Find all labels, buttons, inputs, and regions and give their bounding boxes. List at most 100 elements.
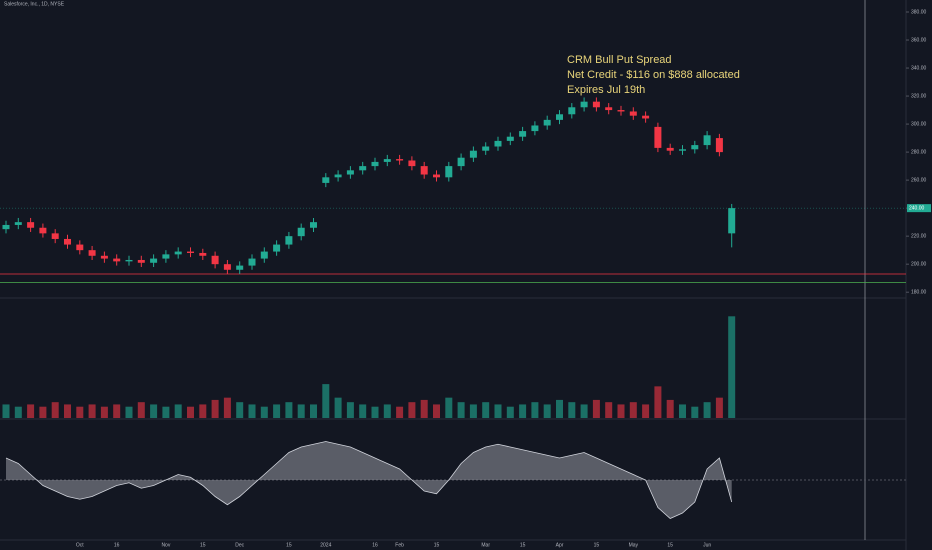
candle-body bbox=[88, 250, 96, 256]
x-tick-label: Mar bbox=[481, 542, 490, 548]
x-tick-label: 15 bbox=[520, 542, 526, 548]
candle-body bbox=[543, 119, 551, 126]
candle-body bbox=[2, 224, 10, 230]
volume-bar bbox=[310, 404, 317, 418]
volume-bar bbox=[629, 402, 637, 418]
candle-body bbox=[396, 159, 404, 161]
y-tick-label: 260.00 bbox=[911, 177, 927, 183]
x-tick-label: Oct bbox=[76, 542, 84, 548]
candle-body bbox=[359, 166, 367, 171]
volume-bar bbox=[420, 399, 428, 418]
volume-bar bbox=[666, 399, 674, 418]
candle-body bbox=[592, 101, 600, 108]
volume-bar bbox=[359, 404, 367, 418]
candle-body bbox=[482, 146, 490, 151]
x-tick-label: 15 bbox=[667, 542, 673, 548]
candle-body bbox=[469, 150, 477, 158]
candle-body bbox=[211, 255, 219, 265]
candle-body bbox=[420, 166, 428, 175]
candle-body bbox=[322, 177, 330, 183]
volume-bar bbox=[519, 404, 527, 418]
candle-body bbox=[605, 107, 613, 111]
candle-body bbox=[728, 208, 736, 234]
volume-bar bbox=[445, 397, 453, 418]
candle-body bbox=[346, 170, 354, 175]
x-tick-label: Dec bbox=[235, 542, 244, 548]
volume-bar bbox=[506, 406, 514, 418]
candle-body bbox=[100, 255, 108, 259]
volume-bar bbox=[592, 399, 600, 418]
oscillator-line bbox=[5, 441, 733, 519]
candle-body bbox=[273, 244, 281, 252]
volume-bar bbox=[482, 402, 490, 418]
candle-body bbox=[580, 101, 588, 108]
candle-body bbox=[297, 227, 305, 237]
volume-bar bbox=[137, 402, 145, 418]
candle-body bbox=[457, 157, 465, 167]
candle-body bbox=[666, 147, 674, 151]
volume-bar bbox=[273, 404, 281, 418]
y-tick-label: 340.00 bbox=[911, 65, 927, 71]
volume-bar bbox=[346, 402, 354, 418]
x-tick-label: 15 bbox=[434, 542, 440, 548]
x-tick-label: May bbox=[629, 542, 639, 548]
x-tick-label: Nov bbox=[161, 542, 170, 548]
annotation: Net Credit - $116 on $888 allocated bbox=[567, 69, 740, 81]
candle-body bbox=[76, 244, 84, 251]
y-tick-label: 200.00 bbox=[911, 262, 927, 268]
volume-bar bbox=[371, 406, 379, 418]
candle-body bbox=[531, 125, 539, 132]
volume-bar bbox=[39, 406, 47, 418]
x-tick-label: 16 bbox=[372, 542, 378, 548]
candle-body bbox=[568, 107, 576, 115]
volume-bar bbox=[2, 404, 10, 418]
volume-bar bbox=[187, 406, 194, 418]
chart-title: Salesforce, Inc., 1D, NYSE bbox=[4, 1, 65, 7]
x-tick-label: Feb bbox=[395, 542, 404, 548]
volume-bar bbox=[260, 406, 268, 418]
y-tick-label: 380.00 bbox=[911, 9, 927, 15]
x-tick-label: 15 bbox=[200, 542, 206, 548]
x-tick-label: 15 bbox=[286, 542, 292, 548]
candle-body bbox=[691, 145, 699, 150]
volume-bar bbox=[396, 406, 404, 418]
x-tick-label: 15 bbox=[594, 542, 600, 548]
candle-body bbox=[445, 166, 453, 178]
candle-body bbox=[383, 159, 391, 162]
volume-bar bbox=[728, 316, 736, 418]
volume-bar bbox=[223, 397, 231, 418]
volume-bar bbox=[654, 386, 662, 418]
y-tick-label: 280.00 bbox=[911, 149, 927, 155]
candle-body bbox=[125, 259, 133, 262]
last-price-label: 240.00 bbox=[909, 205, 925, 211]
volume-bar bbox=[691, 406, 699, 418]
y-tick-label: 320.00 bbox=[911, 93, 927, 99]
volume-bar bbox=[334, 397, 342, 418]
volume-bar bbox=[408, 402, 416, 418]
volume-bar bbox=[199, 404, 207, 418]
candle-body bbox=[248, 258, 256, 266]
candle-body bbox=[51, 233, 59, 239]
candle-body bbox=[556, 114, 563, 120]
candle-body bbox=[654, 126, 662, 148]
candle-body bbox=[260, 251, 268, 259]
volume-bar bbox=[580, 404, 588, 418]
candle-body bbox=[236, 265, 244, 270]
candle-body bbox=[137, 259, 145, 263]
volume-bar bbox=[703, 402, 711, 418]
volume-bar bbox=[150, 404, 158, 418]
volume-bar bbox=[125, 406, 133, 418]
candle-body bbox=[310, 222, 317, 228]
volume-bar bbox=[715, 397, 723, 418]
volume-bar bbox=[605, 402, 613, 418]
y-tick-label: 220.00 bbox=[911, 233, 927, 239]
candle-body bbox=[642, 115, 650, 119]
candle-body bbox=[39, 227, 47, 234]
candle-body bbox=[408, 160, 416, 167]
y-tick-label: 360.00 bbox=[911, 37, 927, 43]
x-tick-label: Apr bbox=[556, 542, 564, 548]
volume-bar bbox=[531, 402, 539, 418]
volume-bar bbox=[88, 404, 96, 418]
volume-bar bbox=[211, 399, 219, 418]
